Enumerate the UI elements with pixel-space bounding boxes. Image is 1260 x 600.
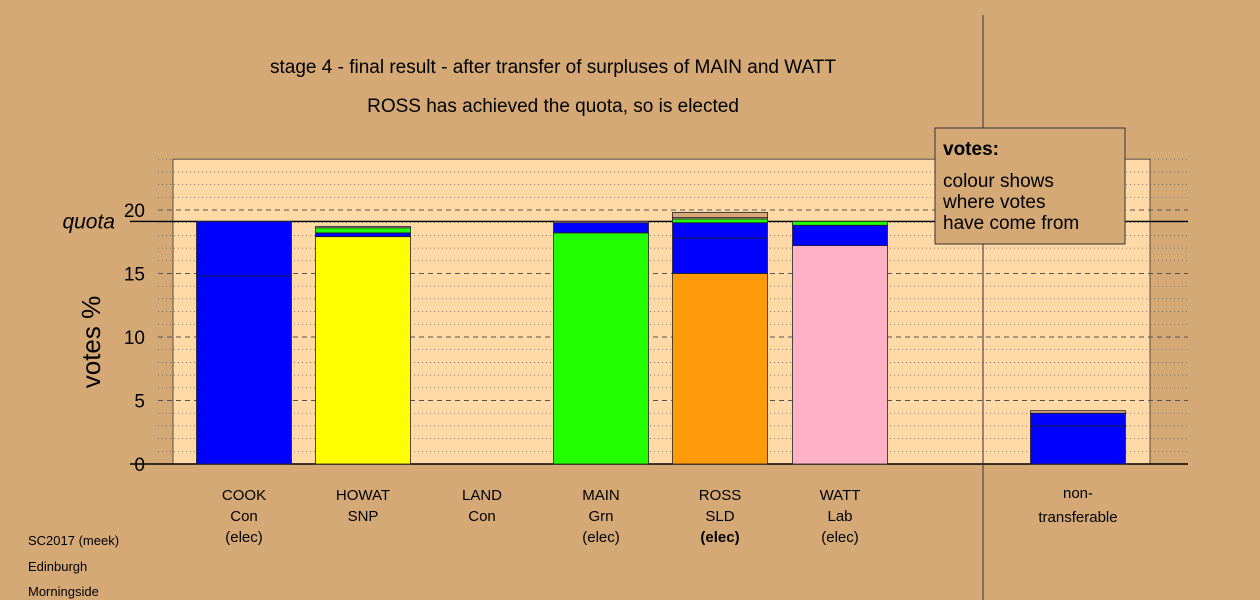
x-label-ross: ROSS SLD (elec) [699,487,742,546]
legend-title: votes: [943,139,999,160]
party-label: SNP [348,508,379,525]
x-axis-labels: COOK Con (elec) HOWAT SNP LAND Con MAIN Grn (elec… [222,485,1118,546]
legend-box [934,127,1126,245]
quota-label: quota [62,210,115,233]
x-label-main: MAIN Grn (elec) [582,487,620,546]
bar-segment [196,221,292,277]
party-label: SLD [705,508,734,525]
bar-segment [792,245,888,465]
party-label: Lab [827,508,852,525]
bar-segment [792,221,888,226]
x-label-land: LAND Con [462,487,502,525]
y-tick-label: 20 [124,201,145,222]
bar-segment [672,222,768,239]
bar-segment [792,224,888,246]
bars [196,212,1126,465]
bar-segment [672,218,768,224]
status-label: (elec) [821,529,859,546]
x-label-cook: COOK Con (elec) [222,487,266,546]
legend-line-2: where votes [942,192,1045,213]
party-label: Grn [588,508,613,525]
bar-segment [1030,410,1126,414]
candidate-name: ROSS [699,487,742,504]
bar-segment [672,237,768,274]
candidate-name: HOWAT [336,487,390,504]
chart-subtitle: ROSS has achieved the quota, so is elect… [367,96,739,117]
bar-segment [553,232,649,465]
party-label: Con [230,508,258,525]
party-label: Con [468,508,496,525]
bar-segment [315,236,411,465]
y-tick-label: 15 [124,265,145,286]
x-label-watt: WATT Lab (elec) [820,487,861,546]
chart-title: stage 4 - final result - after transfer … [270,57,836,78]
legend-line-3: have come from [943,213,1079,234]
bar-segment [196,275,292,465]
bar-segment [1030,425,1126,465]
bar-howat [315,226,411,465]
status-label: (elec) [700,529,739,546]
bar-segment [315,232,411,238]
y-tick-label: 0 [134,455,145,476]
candidate-name: LAND [462,487,502,504]
bar-segment [553,221,649,224]
candidate-name: WATT [820,487,861,504]
y-axis-label: votes % [76,296,106,389]
legend-line-1: colour shows [943,171,1054,192]
x-label-howat: HOWAT SNP [336,487,390,525]
candidate-name: MAIN [582,487,620,504]
footer-line-2: Edinburgh [28,559,87,574]
bar-watt [792,221,888,465]
nontransferable-label-1: non- [1063,485,1093,502]
bar-ross [672,212,768,465]
x-label-nontransferable: non-transferable [1038,485,1117,526]
footer-line-3: Morningside [28,584,99,599]
bar-segment [672,273,768,465]
legend: votes: colour shows where votes have com… [934,127,1126,245]
bar-segment [1030,412,1126,427]
bar-segment [315,226,411,229]
bar-segment [672,212,768,219]
bar-segment [315,227,411,234]
bar-cook [196,221,292,465]
bar-nontransferable [1030,410,1126,465]
status-label: (elec) [225,529,263,546]
bar-segment [553,222,649,234]
footer-line-1: SC2017 (meek) [28,533,119,548]
y-tick-label: 5 [134,392,145,413]
nontransferable-label-2: transferable [1038,509,1117,526]
y-tick-label: 10 [124,328,145,349]
status-label: (elec) [582,529,620,546]
y-axis: 0 5 10 15 20 [124,201,145,476]
candidate-name: COOK [222,487,266,504]
bar-main [553,221,649,465]
